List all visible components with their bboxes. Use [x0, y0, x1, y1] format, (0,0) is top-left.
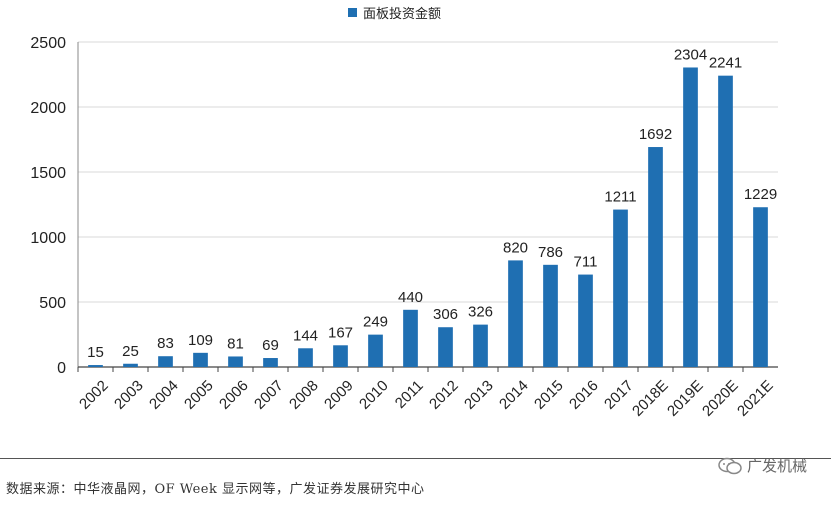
bar	[228, 356, 243, 367]
bar	[753, 207, 768, 367]
data-label: 109	[188, 332, 213, 349]
bar	[193, 352, 208, 367]
bar	[438, 327, 453, 367]
bar	[648, 147, 663, 367]
bar	[683, 67, 698, 367]
x-tick-label: 2008	[286, 377, 322, 413]
data-label: 820	[503, 239, 528, 256]
data-label: 1229	[744, 186, 777, 203]
x-tick-label: 2013	[461, 377, 497, 413]
data-label: 326	[468, 304, 493, 321]
x-tick-label: 2019E	[664, 377, 707, 420]
data-label: 167	[328, 324, 353, 341]
data-label: 1211	[604, 189, 636, 206]
y-tick-label: 1500	[30, 165, 66, 182]
data-label: 249	[363, 314, 388, 331]
y-tick-label: 2000	[30, 100, 66, 117]
divider	[0, 458, 831, 459]
bar-chart: 0 500 1000 1500 2000 2500 15 2002 25 2003 83 2004 10…	[30, 35, 778, 420]
watermark-text: 广发机械	[746, 457, 807, 475]
x-tick-label: 2004	[146, 377, 182, 413]
data-label: 81	[227, 335, 244, 352]
x-tick-label: 2009	[321, 377, 357, 413]
data-label: 786	[538, 244, 563, 261]
data-label: 2304	[674, 46, 707, 63]
y-tick-label: 1000	[30, 230, 66, 247]
data-label: 2241	[709, 55, 742, 72]
data-label: 306	[433, 306, 458, 323]
data-label: 15	[87, 344, 104, 361]
legend-label: 面板投资金额	[363, 6, 442, 22]
bar	[298, 348, 313, 367]
x-tick-label: 2014	[496, 377, 532, 413]
data-label: 1692	[639, 126, 672, 143]
x-tick-label: 2006	[216, 377, 252, 413]
x-tick-label: 2010	[356, 377, 392, 413]
bar	[403, 309, 418, 367]
x-tick-label: 2002	[76, 377, 112, 413]
x-tick-label: 2003	[111, 377, 147, 413]
y-tick-label: 2500	[30, 35, 66, 52]
bar	[263, 358, 278, 367]
data-label: 440	[398, 289, 423, 306]
bar	[158, 356, 173, 367]
data-label: 144	[293, 327, 318, 344]
x-tick-label: 2018E	[629, 377, 672, 420]
x-tick-label: 2007	[251, 377, 287, 413]
data-label: 69	[262, 337, 279, 354]
legend-swatch	[348, 7, 357, 17]
bar	[368, 334, 383, 367]
bar	[88, 365, 103, 367]
x-tick-label: 2020E	[699, 377, 742, 420]
x-tick-label: 2012	[426, 377, 462, 413]
y-tick-label: 500	[39, 295, 66, 312]
bar	[508, 260, 523, 367]
bar	[473, 324, 488, 367]
x-tick-label: 2016	[566, 377, 602, 413]
data-label: 711	[574, 254, 598, 271]
x-tick-label: 2021E	[734, 377, 777, 420]
bar	[543, 264, 558, 367]
x-tick-label: 2015	[531, 377, 567, 413]
bar	[718, 75, 733, 368]
bar	[333, 345, 348, 367]
bar	[578, 274, 593, 367]
legend: 面板投资金额	[348, 2, 441, 22]
bar	[613, 209, 628, 367]
data-label: 25	[122, 343, 139, 360]
bar	[123, 363, 138, 367]
y-tick-label: 0	[57, 360, 66, 377]
x-tick-label: 2011	[392, 377, 427, 412]
source-note: 数据来源：中华液晶网，OF Week 显示网等，广发证券发展研究中心	[6, 482, 425, 497]
watermark: 广发机械	[717, 455, 807, 476]
wechat-icon	[718, 457, 742, 474]
x-tick-label: 2005	[181, 377, 217, 413]
data-label: 83	[157, 335, 174, 352]
